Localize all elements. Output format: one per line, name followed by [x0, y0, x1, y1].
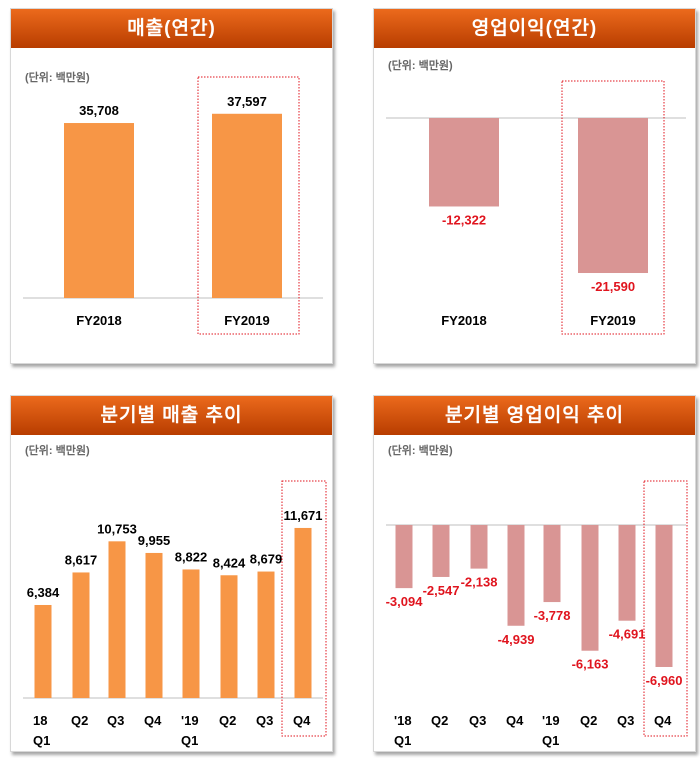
panel-title: 영업이익(연간): [374, 9, 695, 48]
data-label: 37,597: [227, 94, 267, 109]
category-label: Q3: [107, 713, 124, 728]
bar: [72, 572, 90, 698]
category-label: Q2: [431, 713, 448, 728]
category-label: Q4: [293, 713, 311, 728]
bar: [507, 525, 525, 626]
bar: [294, 527, 312, 698]
data-label: 8,617: [65, 552, 98, 567]
unit-label: (단위: 백만원): [25, 445, 90, 457]
bar: [429, 118, 499, 207]
chart-annual-revenue: 35,708 FY2018 37,597 FY2019: [23, 76, 323, 335]
category-label: Q3: [256, 713, 273, 728]
bar: [581, 525, 599, 651]
highlight-box: [643, 480, 688, 737]
data-label: 10,753: [97, 521, 137, 536]
data-label: 35,708: [79, 103, 119, 118]
category-label: Q4: [654, 713, 672, 728]
panel-annual-revenue: 매출(연간) (단위: 백만원) 35,708 FY2018 37,597 FY201…: [10, 8, 333, 364]
data-label: -6,960: [646, 673, 683, 688]
bar: [655, 525, 673, 667]
chart-annual-operating-profit: -12,322 FY2018 -21,590 FY2019: [386, 80, 686, 335]
category-label: '19: [181, 713, 199, 728]
category-label: Q2: [71, 713, 88, 728]
data-label: 6,384: [27, 585, 60, 600]
category-label: Q3: [617, 713, 634, 728]
data-label: 8,424: [213, 555, 246, 570]
bar: [182, 569, 200, 698]
category-label: Q2: [219, 713, 236, 728]
bar: [395, 525, 413, 589]
category-label: FY2019: [224, 313, 270, 328]
panel-title: 분기별 영업이익 추이: [374, 396, 695, 435]
category-label: FY2018: [441, 313, 487, 328]
data-label: -21,590: [591, 279, 635, 294]
panel-quarterly-revenue: 분기별 매출 추이 (단위: 백만원) 6,384 18 Q1 8,617 Q2 10,7…: [10, 395, 333, 752]
data-label: 9,955: [138, 533, 171, 548]
data-label: -12,322: [442, 212, 486, 227]
category-label: Q1: [33, 733, 50, 748]
category-label: Q1: [181, 733, 198, 748]
bar: [578, 118, 648, 274]
panel-quarterly-operating-profit: 분기별 영업이익 추이 (단위: 백만원) -3,094 '18 Q1 -2,547 Q…: [373, 395, 696, 752]
data-label: -3,094: [386, 594, 424, 609]
data-label: 8,679: [250, 552, 283, 567]
category-label: FY2018: [76, 313, 122, 328]
data-label: 8,822: [175, 549, 208, 564]
unit-label: (단위: 백만원): [388, 445, 453, 457]
category-label: Q3: [469, 713, 486, 728]
bar: [64, 123, 134, 299]
bar: [432, 525, 450, 577]
data-label: -2,138: [461, 575, 498, 590]
category-label: Q4: [144, 713, 162, 728]
category-label: Q1: [542, 733, 559, 748]
bar: [108, 541, 126, 698]
bar: [34, 604, 52, 698]
bar: [257, 571, 275, 698]
chart-quarterly-revenue: 6,384 18 Q1 8,617 Q2 10,753 Q3 9,955 Q4 8,822 '19 Q…: [23, 480, 327, 748]
bar: [618, 525, 636, 621]
data-label: -3,778: [534, 608, 571, 623]
category-label: '18: [394, 713, 412, 728]
highlight-box: [281, 480, 327, 737]
bar: [470, 525, 488, 569]
data-label: -6,163: [572, 657, 609, 672]
bar: [543, 525, 561, 603]
category-label: FY2019: [590, 313, 636, 328]
highlight-box: [561, 80, 665, 335]
unit-label: (단위: 백만원): [388, 60, 453, 72]
data-label: -2,547: [423, 583, 460, 598]
category-label: Q4: [506, 713, 524, 728]
highlight-box: [197, 76, 300, 335]
bar: [145, 552, 163, 698]
panel-title: 매출(연간): [11, 9, 332, 48]
data-label: 11,671: [283, 508, 322, 523]
category-label: Q2: [580, 713, 597, 728]
data-label: -4,939: [498, 632, 535, 647]
chart-quarterly-operating-profit: -3,094 '18 Q1 -2,547 Q2 -2,138 Q3 -4,939 Q4 -3,77…: [386, 480, 688, 748]
panel-annual-operating-profit: 영업이익(연간) (단위: 백만원) -12,322 FY2018 -21,590 F…: [373, 8, 696, 364]
bar: [212, 113, 282, 299]
category-label: Q1: [394, 733, 411, 748]
category-label: '19: [542, 713, 560, 728]
data-label: -4,691: [609, 627, 646, 642]
unit-label: (단위: 백만원): [25, 72, 90, 84]
category-label: 18: [33, 713, 47, 728]
bar: [220, 575, 238, 698]
panel-title: 분기별 매출 추이: [11, 396, 332, 435]
